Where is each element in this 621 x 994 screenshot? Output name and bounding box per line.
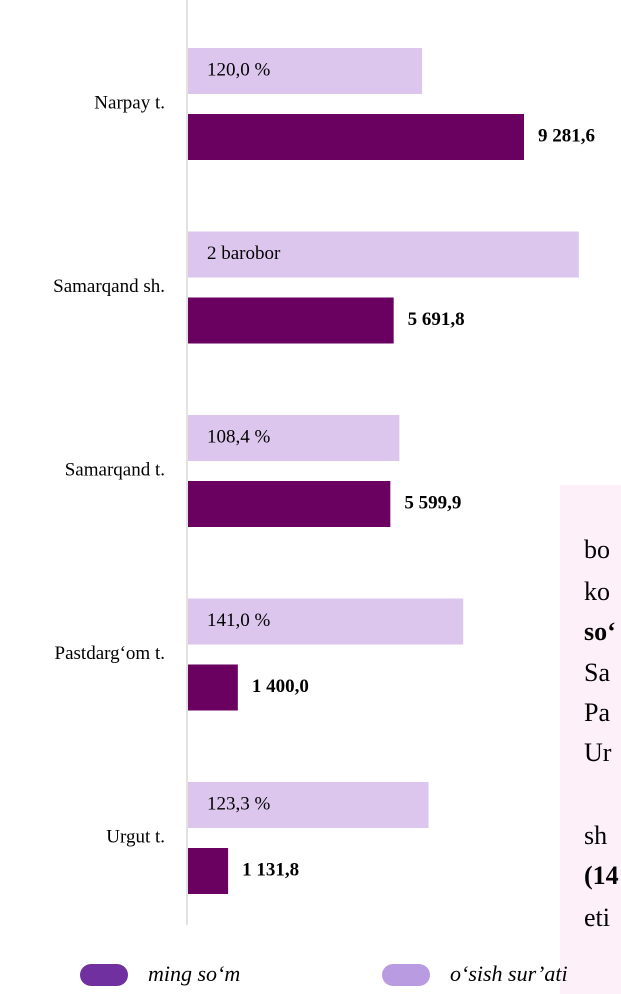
annotation: Ur bbox=[584, 738, 612, 767]
bar bbox=[188, 114, 524, 160]
annotation: so‘ bbox=[584, 617, 616, 646]
bar bbox=[188, 297, 394, 344]
annotation: bo bbox=[584, 535, 610, 564]
annotation: Sa bbox=[584, 658, 610, 687]
annotation: sh bbox=[584, 821, 607, 850]
category-label: Pastdarg‘om t. bbox=[55, 643, 165, 664]
category-label: Samarqand sh. bbox=[53, 276, 165, 297]
category-label: Samarqand t. bbox=[65, 459, 165, 480]
value-label: 1 400,0 bbox=[252, 676, 309, 697]
legend-swatch bbox=[80, 964, 128, 986]
value-label: 108,4 % bbox=[207, 426, 271, 447]
bar bbox=[188, 415, 400, 461]
value-label: 2 barobor bbox=[207, 243, 281, 264]
annotation: (14 bbox=[584, 861, 619, 890]
annotation: ko bbox=[584, 577, 610, 606]
value-label: 123,3 % bbox=[207, 793, 271, 814]
bar bbox=[188, 481, 391, 527]
bar bbox=[188, 598, 464, 645]
annotation: eti bbox=[584, 903, 610, 932]
legend-label: ming so‘m bbox=[148, 961, 240, 986]
category-label: Urgut t. bbox=[106, 826, 165, 847]
annotation: Pa bbox=[584, 698, 610, 727]
value-label: 5 599,9 bbox=[404, 492, 461, 513]
bar bbox=[188, 48, 423, 94]
legend-swatch bbox=[382, 964, 430, 986]
bar bbox=[188, 782, 429, 828]
value-label: 141,0 % bbox=[207, 610, 271, 631]
bar bbox=[188, 664, 238, 711]
text-box bbox=[560, 485, 621, 994]
bar bbox=[188, 231, 579, 278]
bar bbox=[188, 848, 229, 894]
category-label: Narpay t. bbox=[94, 92, 165, 113]
value-label: 120,0 % bbox=[207, 59, 271, 80]
value-label: 5 691,8 bbox=[408, 309, 465, 330]
value-label: 1 131,8 bbox=[242, 859, 299, 880]
value-label: 9 281,6 bbox=[538, 125, 595, 146]
legend-label: o‘sish sur’ati bbox=[450, 961, 568, 986]
